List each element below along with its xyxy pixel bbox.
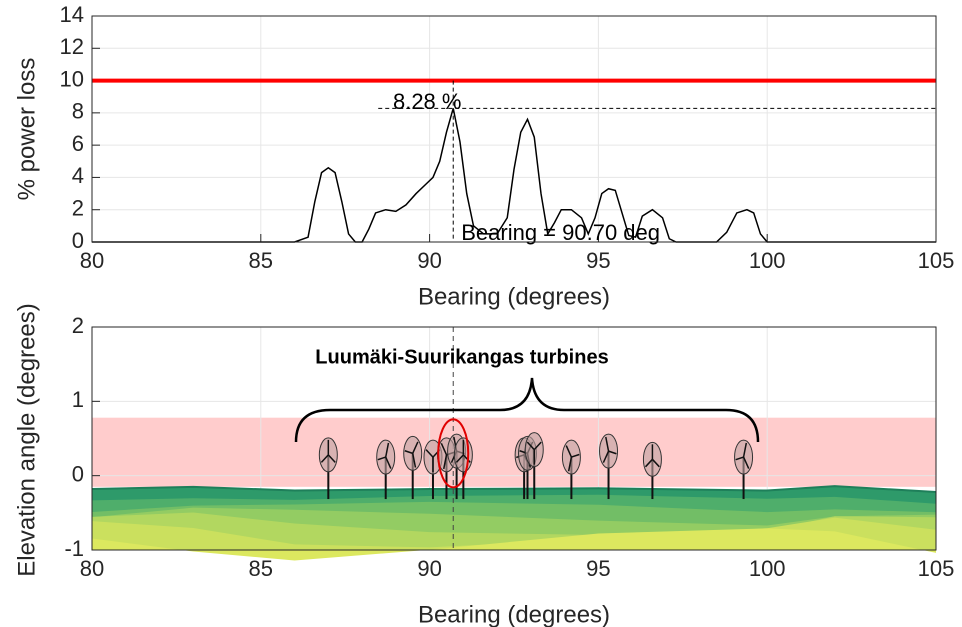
y-tick-label: 2 xyxy=(72,196,84,221)
bracket xyxy=(294,377,760,443)
x-tick-label: 90 xyxy=(417,556,441,581)
turbine-blade xyxy=(425,449,434,458)
turbine-blade xyxy=(462,454,471,463)
turbine-blade xyxy=(602,450,610,463)
turbine-blade xyxy=(404,450,413,455)
turbine-blade xyxy=(735,456,744,461)
turbine-blade xyxy=(533,441,542,451)
x-tick-label: 80 xyxy=(80,248,104,273)
turbine-blade xyxy=(651,458,660,468)
turbine-blade xyxy=(565,445,573,458)
axes-box xyxy=(91,326,937,551)
x-tick-label: 80 xyxy=(80,556,104,581)
x-tick-label: 105 xyxy=(918,556,955,581)
terrain-layer xyxy=(92,528,936,561)
turbine-blade xyxy=(411,453,417,468)
turbine-blade xyxy=(377,456,386,461)
turbine-blade xyxy=(320,454,329,463)
x-tick-label: 100 xyxy=(749,248,786,273)
turbine-blade xyxy=(443,454,448,470)
annotation: Luumäki-Suurikangas turbines xyxy=(315,346,608,368)
y-tick-label: -1 xyxy=(64,536,84,561)
turbine-blade xyxy=(571,453,580,458)
bearing-label: Bearing = 90.70 deg xyxy=(461,220,660,245)
y-tick-label: 12 xyxy=(60,34,84,59)
x-tick-label: 100 xyxy=(749,556,786,581)
y-tick-label: 1 xyxy=(72,387,84,412)
turbine-blade xyxy=(384,442,390,458)
turbine-blade xyxy=(327,454,336,463)
y-tick-label: 6 xyxy=(72,131,84,156)
x-tick-label: 85 xyxy=(249,248,273,273)
y-tick-label: 0 xyxy=(72,228,84,253)
turbine-blade xyxy=(605,436,610,452)
x-axis-title: Bearing (degrees) xyxy=(418,283,610,310)
x-axis-title: Bearing (degrees) xyxy=(418,601,610,627)
turbine-blade xyxy=(742,456,750,469)
peak-label: 8.28 % xyxy=(393,89,462,114)
y-tick-label: 2 xyxy=(72,313,84,338)
turbine-blade xyxy=(385,456,392,469)
highlight-ring xyxy=(437,418,470,489)
x-tick-label: 105 xyxy=(918,248,955,273)
y-tick-label: 10 xyxy=(60,66,84,91)
turbine-blade xyxy=(412,441,419,454)
terrain-ridge xyxy=(91,485,937,494)
x-tick-label: 85 xyxy=(249,556,273,581)
turbine-blade xyxy=(567,456,573,472)
turbine-blade xyxy=(526,441,535,451)
field-of-view-band xyxy=(92,417,936,487)
x-tick-label: 90 xyxy=(417,248,441,273)
x-tick-label: 95 xyxy=(586,248,610,273)
turbine-blade xyxy=(742,442,748,458)
turbine-blade xyxy=(440,443,448,456)
turbine-blade xyxy=(608,450,617,455)
x-tick-label: 95 xyxy=(586,556,610,581)
y-axis-title: % power loss xyxy=(13,58,40,201)
y-axis-title: Elevation angle (degrees) xyxy=(13,303,40,577)
y-tick-label: 8 xyxy=(72,99,84,124)
y-tick-label: 0 xyxy=(72,461,84,486)
turbine-blade xyxy=(455,454,464,463)
y-tick-label: 4 xyxy=(72,163,84,188)
axes-box xyxy=(91,15,937,243)
y-tick-label: 14 xyxy=(60,2,84,27)
turbine-blade xyxy=(644,458,653,468)
